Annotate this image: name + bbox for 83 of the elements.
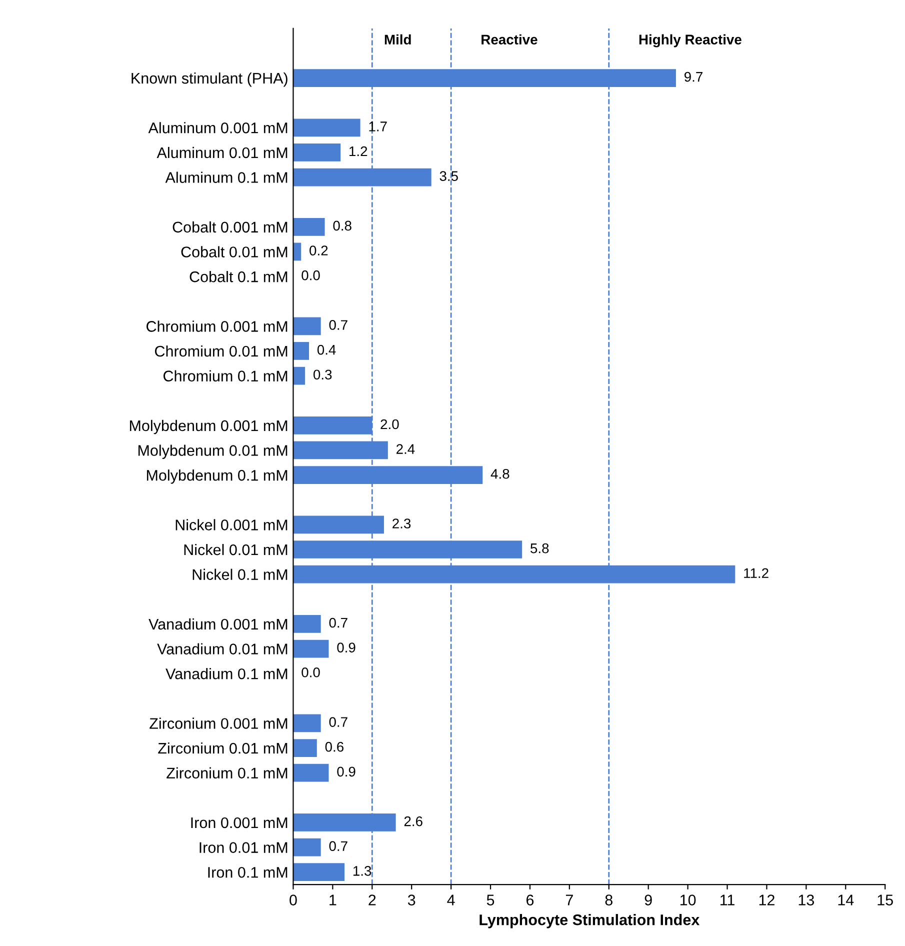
x-tick-label: 5: [486, 894, 494, 906]
data-label: 0.0: [302, 270, 320, 280]
y-tick-label: Nickel 0.01 mM: [184, 544, 288, 556]
bar: [293, 764, 329, 782]
x-tick-label: 11: [720, 894, 734, 906]
bar: [293, 863, 345, 882]
y-tick-label: Chromium 0.001 mM: [146, 320, 288, 332]
x-tick-label: 13: [798, 894, 814, 906]
x-tick-label: 15: [878, 894, 893, 906]
x-tick-label: 2: [368, 894, 376, 906]
data-label: 1.7: [369, 122, 387, 132]
y-tick-label: Aluminum 0.001 mM: [148, 122, 288, 134]
data-label: 0.6: [325, 742, 344, 752]
data-label: 1.2: [350, 146, 368, 156]
ref-line-label: Mild: [384, 34, 411, 45]
bar: [293, 739, 317, 757]
y-tick-label: Zirconium 0.001 mM: [150, 718, 288, 729]
y-tick-label: Cobalt 0.1 mM: [190, 271, 288, 282]
y-tick-label: Chromium 0.01 mM: [155, 345, 288, 357]
data-label: 3.5: [440, 171, 458, 181]
data-label: 2.3: [392, 518, 411, 528]
data-label: 0.7: [329, 320, 348, 330]
y-tick-label: Aluminum 0.1 mM: [165, 172, 288, 183]
data-label: 11.2: [744, 568, 768, 578]
ref-line-label: Highly Reactive: [639, 34, 742, 48]
x-tick-label: 12: [759, 894, 774, 906]
y-tick-label: Vanadium 0.01 mM: [157, 643, 288, 654]
bar: [293, 317, 321, 336]
data-label: 4.8: [490, 468, 510, 479]
y-tick-label: Iron 0.1 mM: [208, 866, 288, 878]
x-tick-label: 0: [290, 894, 297, 906]
data-label: 0.9: [337, 642, 356, 652]
ref-line-label: Reactive: [482, 34, 538, 45]
x-tick-label: 8: [605, 894, 612, 906]
y-tick-label: Molybdenum 0.001 mM: [130, 420, 288, 434]
data-label: 0.8: [333, 220, 352, 231]
data-label: 5.8: [530, 543, 549, 554]
bar: [293, 342, 310, 360]
x-tick-label: 1: [330, 894, 336, 906]
x-tick-label: 7: [566, 894, 573, 906]
bar: [293, 838, 321, 856]
y-tick-label: Chromium 0.1 mM: [164, 370, 288, 382]
data-label: 0.0: [302, 667, 320, 678]
data-label: 0.7: [329, 618, 348, 628]
x-tick-label: 4: [447, 894, 455, 906]
data-label: 9.7: [684, 72, 702, 82]
bar: [293, 615, 321, 633]
data-label: 1.3: [353, 866, 372, 876]
y-tick-label: Iron 0.01 mM: [200, 842, 288, 853]
data-label: 0.3: [313, 370, 332, 380]
data-label: 0.7: [329, 841, 348, 852]
y-tick-label: Zirconium 0.01 mM: [158, 742, 288, 754]
x-tick-label: 3: [408, 894, 416, 906]
y-tick-label: Nickel 0.001 mM: [176, 519, 288, 530]
y-tick-label: Zirconium 0.1 mM: [166, 767, 288, 779]
data-label: 2.0: [380, 419, 399, 430]
data-label: 2.4: [396, 444, 415, 454]
x-tick-label: 6: [526, 894, 534, 906]
y-tick-label: Cobalt 0.001 mM: [172, 221, 288, 233]
data-label: 0.9: [337, 766, 356, 777]
bar: [293, 714, 321, 732]
y-tick-label: Aluminum 0.01 mM: [156, 146, 288, 158]
bar: [293, 118, 360, 137]
bar: [293, 366, 306, 385]
y-tick-label: Known stimulant (PHA): [132, 72, 288, 87]
y-tick-label: Molybdenum 0.1 mM: [146, 470, 288, 484]
data-label: 2.6: [404, 816, 422, 826]
y-tick-label: Cobalt 0.01 mM: [181, 246, 288, 258]
bar: [293, 640, 329, 658]
x-tick-label: 10: [680, 894, 696, 906]
bar: [293, 218, 325, 236]
y-tick-label: Vanadium 0.001 mM: [148, 618, 288, 630]
bar: [293, 144, 341, 162]
data-label: 0.4: [317, 344, 336, 355]
x-axis-title: Lymphocyte Stimulation Index: [480, 914, 700, 928]
x-tick-label: 14: [838, 894, 854, 906]
data-label: 0.7: [329, 717, 348, 727]
y-tick-label: Nickel 0.1 mM: [192, 568, 288, 580]
y-tick-label: Vanadium 0.1 mM: [166, 668, 288, 680]
x-tick-label: 9: [644, 894, 652, 906]
data-label: 0.2: [310, 246, 328, 256]
y-tick-label: Molybdenum 0.01 mM: [138, 444, 288, 459]
y-tick-label: Iron 0.001 mM: [191, 817, 288, 828]
